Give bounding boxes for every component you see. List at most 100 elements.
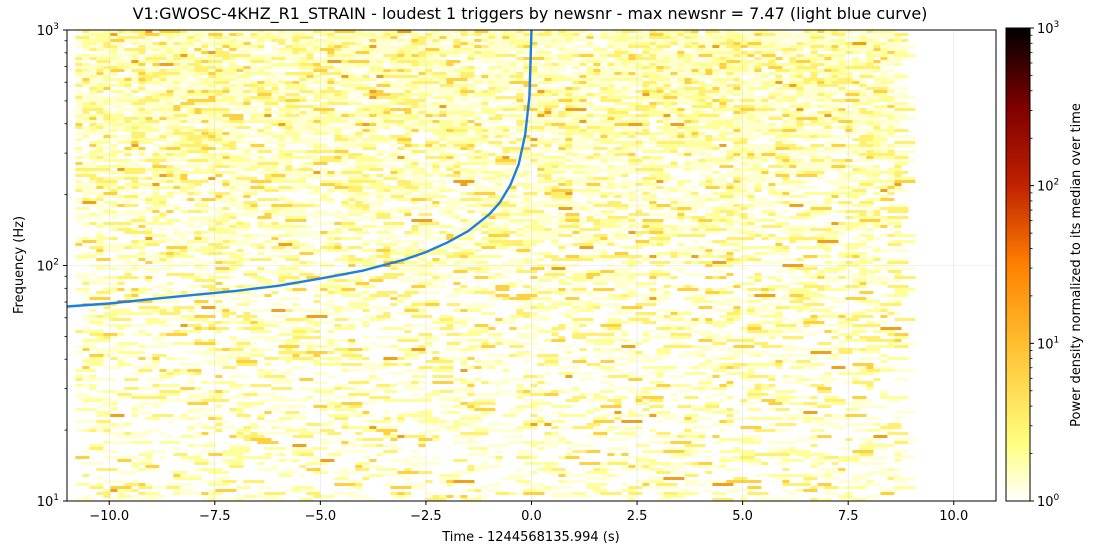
spectrogram-cell bbox=[509, 429, 524, 432]
spectrogram-cell bbox=[551, 240, 559, 243]
spectrogram-cell bbox=[292, 297, 300, 300]
spectrogram-cell bbox=[411, 348, 426, 351]
spectrogram-cell bbox=[257, 30, 265, 33]
spectrogram-cell bbox=[425, 183, 433, 186]
spectrogram-cell bbox=[236, 363, 258, 366]
spectrogram-cell bbox=[271, 468, 279, 471]
spectrogram-cell bbox=[523, 99, 545, 102]
spectrogram-cell bbox=[572, 492, 587, 495]
spectrogram-cell bbox=[565, 351, 573, 354]
spectrogram-cell bbox=[593, 225, 615, 228]
spectrogram-cell bbox=[565, 447, 573, 450]
spectrogram-cell bbox=[341, 294, 363, 297]
spectrogram-cell bbox=[376, 141, 391, 144]
spectrogram-cell bbox=[467, 402, 489, 405]
spectrogram-cell bbox=[474, 393, 496, 396]
spectrogram-cell bbox=[124, 423, 132, 426]
spectrogram-cell bbox=[215, 267, 230, 270]
spectrogram-cell bbox=[229, 87, 244, 90]
spectrogram-cell bbox=[208, 39, 216, 42]
spectrogram-cell bbox=[166, 246, 188, 249]
spectrogram-cell bbox=[579, 300, 594, 303]
spectrogram-cell bbox=[159, 81, 167, 84]
spectrogram-cell bbox=[495, 144, 503, 147]
spectrogram-cell bbox=[495, 195, 503, 198]
spectrogram-cell bbox=[103, 249, 118, 252]
spectrogram-cell bbox=[96, 243, 118, 246]
spectrogram-cell bbox=[334, 69, 342, 72]
spectrogram-cell bbox=[271, 246, 286, 249]
spectrogram-cell bbox=[334, 186, 356, 189]
spectrogram-cell bbox=[600, 240, 615, 243]
spectrogram-cell bbox=[425, 414, 433, 417]
spectrogram-cell bbox=[82, 156, 90, 159]
spectrogram-cell bbox=[439, 135, 447, 138]
spectrogram-cell bbox=[166, 111, 188, 114]
spectrogram-cell bbox=[131, 198, 146, 201]
spectrogram-cell bbox=[523, 333, 538, 336]
spectrogram-cell bbox=[397, 435, 405, 438]
spectrogram-cell bbox=[320, 441, 335, 444]
spectrogram-cell bbox=[411, 450, 419, 453]
spectrogram-cell bbox=[243, 273, 258, 276]
spectrogram-cell bbox=[194, 408, 216, 411]
spectrogram-cell bbox=[229, 228, 251, 231]
spectrogram-cell bbox=[264, 222, 272, 225]
spectrogram-cell bbox=[299, 378, 314, 381]
spectrogram-cell bbox=[152, 54, 167, 57]
spectrogram-cell bbox=[243, 48, 251, 51]
spectrogram-cell bbox=[110, 243, 132, 246]
spectrogram-cell bbox=[502, 171, 524, 174]
spectrogram-cell bbox=[453, 390, 475, 393]
spectrogram-cell bbox=[257, 399, 279, 402]
spectrogram-cell bbox=[82, 282, 90, 285]
spectrogram-cell bbox=[593, 177, 615, 180]
spectrogram-cell bbox=[488, 114, 496, 117]
spectrogram-cell bbox=[341, 159, 349, 162]
spectrogram-cell bbox=[404, 132, 412, 135]
spectrogram-cell bbox=[208, 288, 223, 291]
spectrogram-cell bbox=[103, 51, 111, 54]
spectrogram-cell bbox=[341, 288, 356, 291]
spectrogram-cell bbox=[460, 369, 468, 372]
spectrogram-cell bbox=[572, 306, 580, 309]
spectrogram-cell bbox=[215, 420, 230, 423]
spectrogram-cell bbox=[362, 402, 377, 405]
spectrogram-cell bbox=[439, 210, 447, 213]
spectrogram-cell bbox=[362, 324, 370, 327]
spectrogram-cell bbox=[236, 180, 251, 183]
spectrogram-cell bbox=[201, 345, 216, 348]
spectrogram-cell bbox=[173, 306, 195, 309]
spectrogram-cell bbox=[257, 462, 265, 465]
spectrogram-cell bbox=[355, 273, 370, 276]
spectrogram-cell bbox=[257, 72, 272, 75]
spectrogram-cell bbox=[376, 345, 398, 348]
spectrogram-cell bbox=[376, 105, 384, 108]
spectrogram-cell bbox=[397, 141, 412, 144]
spectrogram-cell bbox=[593, 201, 608, 204]
spectrogram-cell bbox=[110, 51, 118, 54]
spectrogram-cell bbox=[495, 81, 517, 84]
spectrogram-cell bbox=[558, 474, 566, 477]
spectrogram-cell bbox=[565, 456, 580, 459]
spectrogram-cell bbox=[481, 186, 496, 189]
spectrogram-cell bbox=[453, 291, 468, 294]
spectrogram-cell bbox=[229, 192, 237, 195]
spectrogram-cell bbox=[103, 30, 111, 33]
spectrogram-cell bbox=[103, 48, 111, 51]
spectrogram-cell bbox=[222, 171, 230, 174]
spectrogram-cell bbox=[411, 456, 419, 459]
spectrogram-cell bbox=[159, 393, 181, 396]
spectrogram-cell bbox=[376, 309, 384, 312]
spectrogram-cell bbox=[411, 381, 419, 384]
spectrogram-cell bbox=[460, 387, 475, 390]
spectrogram-cell bbox=[600, 252, 608, 255]
spectrogram-cell bbox=[285, 132, 307, 135]
spectrogram-cell bbox=[551, 123, 566, 126]
spectrogram-cell bbox=[229, 162, 237, 165]
spectrogram-cell bbox=[250, 180, 265, 183]
spectrogram-cell bbox=[75, 99, 97, 102]
spectrogram-cell bbox=[425, 150, 447, 153]
spectrogram-cell bbox=[369, 120, 391, 123]
spectrogram-cell bbox=[257, 252, 265, 255]
